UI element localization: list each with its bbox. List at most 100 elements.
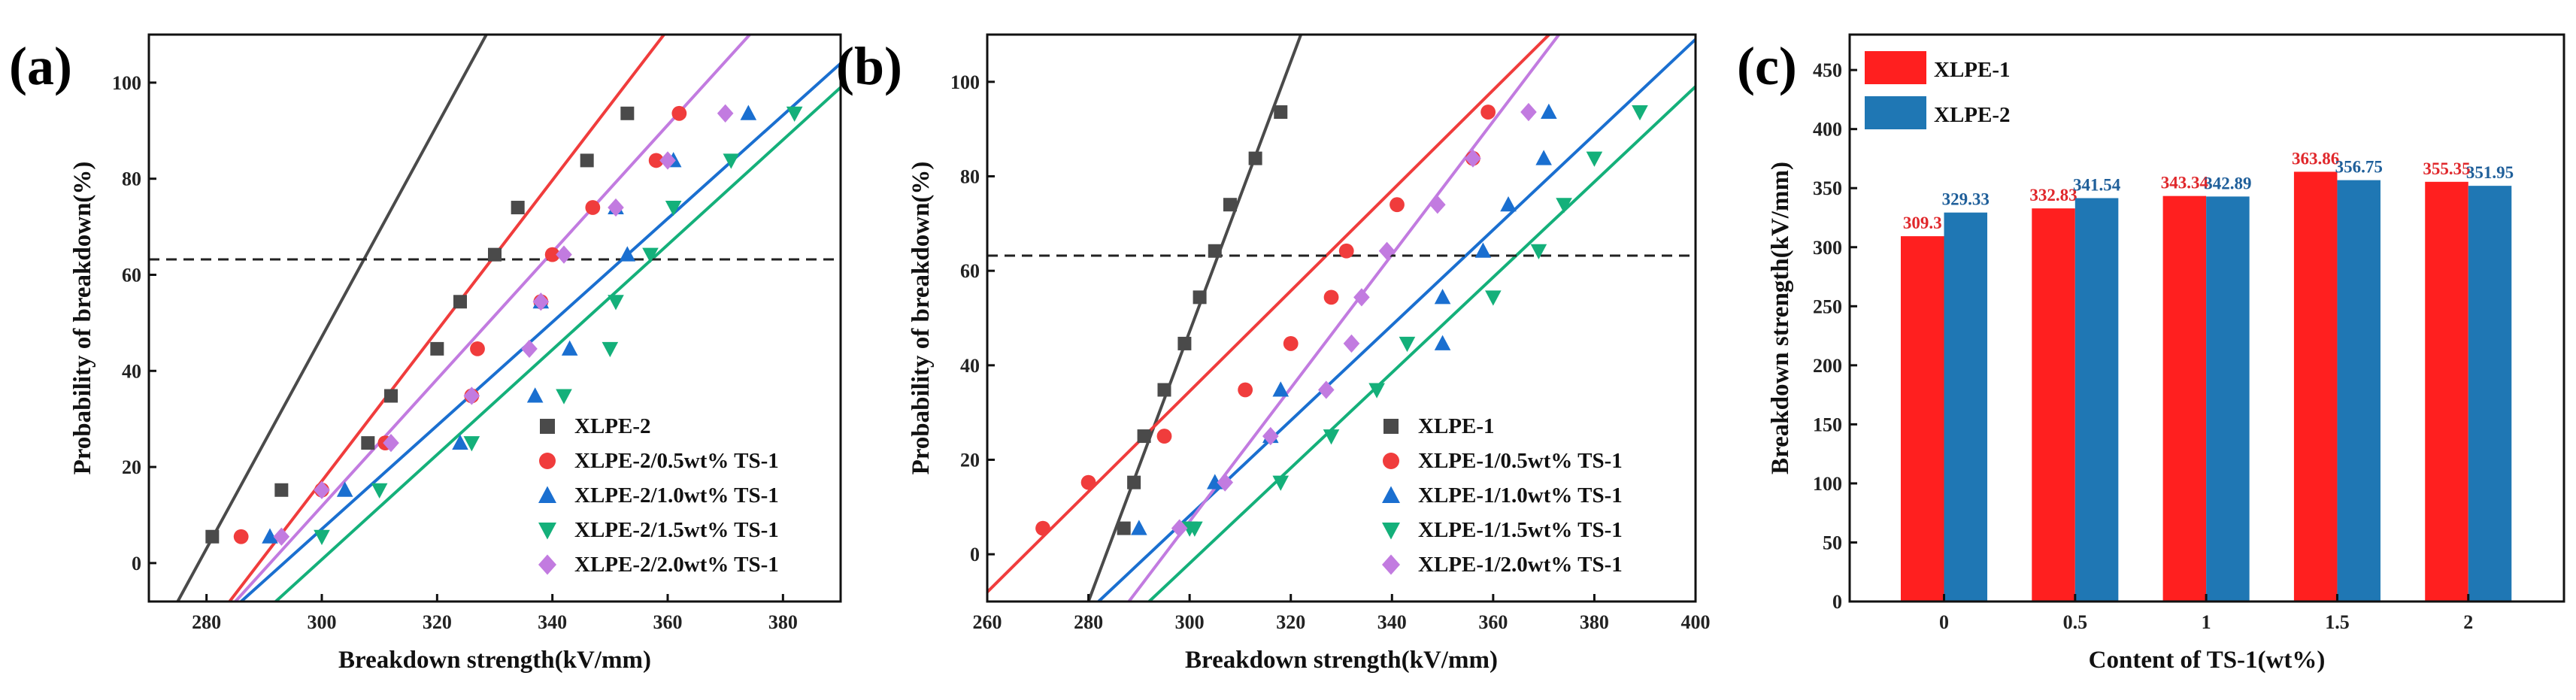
data-point: [717, 104, 734, 123]
legend-entry: XLPE-1/1.5wt% TS-1: [1418, 518, 1623, 542]
data-point: [314, 529, 330, 545]
x-tick-label: 340: [1377, 611, 1407, 633]
data-point: [1338, 243, 1354, 259]
legend-entry: XLPE-2/2.0wt% TS-1: [574, 553, 779, 577]
legend: XLPE-2 XLPE-2/0.5wt% TS-1 XLPE-2/1.0wt% TS…: [538, 414, 779, 577]
legend-entry: XLPE-2/1.0wt% TS-1: [574, 483, 779, 508]
data-point: [1137, 429, 1151, 444]
fit-line-0: [176, 35, 489, 602]
bar: [2032, 208, 2075, 602]
legend-entry: XLPE-1/0.5wt% TS-1: [1418, 449, 1623, 473]
y-tick-label: 0: [132, 553, 141, 574]
data-point: [488, 247, 502, 262]
data-point: [740, 105, 757, 120]
legend-entry: XLPE-2/0.5wt% TS-1: [574, 449, 779, 473]
data-point: [1193, 290, 1207, 305]
y-tick-label: 80: [960, 166, 980, 188]
data-point: [1530, 244, 1547, 260]
fit-line-1: [228, 35, 666, 602]
y-tick-label: 40: [960, 355, 980, 377]
legend-marker: [540, 419, 555, 434]
data-point: [1177, 336, 1192, 350]
data-point: [371, 483, 388, 499]
bar-value-label: 309.3: [1903, 214, 1942, 232]
data-point: [273, 527, 290, 546]
bar-value-label: 332.83: [2029, 186, 2077, 205]
panel-2: 309.3 332.83 343.34 363.86 355.35 329.33 341.5…: [1737, 33, 2565, 674]
data-point: [361, 436, 375, 450]
data-point: [314, 480, 330, 499]
data-point: [1323, 289, 1339, 305]
data-point: [1353, 288, 1370, 307]
fit-line-1: [987, 35, 1552, 593]
data-point: [470, 341, 485, 356]
data-point: [336, 481, 353, 497]
x-tick-label: 300: [308, 611, 337, 633]
data-point: [608, 198, 624, 217]
series-0: [1117, 105, 1288, 535]
x-tick-label: 360: [1478, 611, 1508, 633]
legend-marker: [1383, 419, 1399, 434]
y-tick-label: 100: [1813, 473, 1842, 495]
panel-label: (c): [1737, 36, 1797, 96]
y-tick-label: 150: [1813, 414, 1842, 435]
data-point: [1485, 290, 1502, 306]
data-point: [1343, 334, 1360, 353]
data-point: [608, 295, 624, 311]
data-point: [1465, 149, 1481, 168]
y-tick-label: 350: [1813, 177, 1842, 199]
data-point: [1283, 336, 1299, 351]
data-point: [723, 153, 740, 169]
legend-entry: XLPE-1: [1934, 58, 2011, 82]
data-point: [602, 341, 619, 358]
data-point: [544, 247, 560, 262]
series-4: [1171, 102, 1537, 538]
data-point: [1206, 474, 1223, 489]
y-tick-label: 100: [112, 72, 141, 94]
legend-marker: [1382, 523, 1400, 540]
y-tick-label: 20: [122, 456, 141, 478]
data-point: [1632, 105, 1648, 121]
x-tick-label: 380: [768, 611, 798, 633]
panel-0: 280 300 320 340 360 380 0 20 40 60 80 100 Breakdown …: [9, 33, 842, 674]
data-point: [205, 529, 220, 544]
y-tick-label: 60: [960, 260, 980, 282]
x-tick-label: 320: [423, 611, 452, 633]
data-point: [1157, 383, 1171, 397]
legend-swatch: [1865, 96, 1926, 129]
data-point: [561, 340, 578, 356]
data-point: [620, 106, 635, 120]
legend-marker: [1382, 486, 1400, 503]
series-0: [205, 106, 635, 544]
data-point: [556, 389, 572, 405]
data-point: [521, 339, 538, 359]
data-point: [452, 434, 468, 450]
bar: [2337, 180, 2381, 602]
plot-frame: [986, 33, 1697, 603]
y-axis-label: Breakdown strength(kV/mm): [1767, 162, 1794, 474]
y-tick-label: 250: [1813, 295, 1842, 317]
bar: [2206, 196, 2250, 602]
x-tick-label: 2: [2463, 611, 2473, 633]
data-point: [463, 386, 480, 405]
bar-value-label: 356.75: [2335, 158, 2383, 177]
data-point: [1272, 475, 1290, 491]
x-tick-label: 1.5: [2325, 611, 2350, 633]
data-point: [1217, 473, 1234, 492]
series-3: [1181, 105, 1648, 537]
data-point: [532, 292, 550, 311]
data-point: [274, 483, 289, 497]
data-point: [1318, 380, 1335, 399]
y-tick-label: 200: [1813, 355, 1842, 377]
legend-marker: [538, 523, 556, 540]
bar: [2468, 186, 2512, 602]
data-point: [511, 201, 525, 215]
series-3: [314, 106, 803, 545]
fit-lines: [987, 35, 1696, 602]
legend-entry: XLPE-1/2.0wt% TS-1: [1418, 553, 1623, 577]
data-point: [526, 387, 544, 403]
legend-marker: [538, 486, 556, 503]
y-tick-label: 20: [960, 450, 980, 471]
data-point: [1535, 150, 1552, 165]
data-point: [671, 105, 687, 121]
